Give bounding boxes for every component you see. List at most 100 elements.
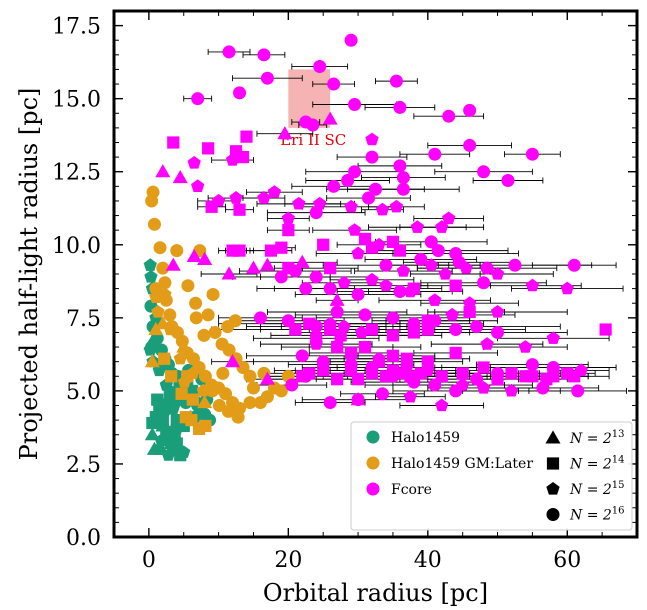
data-point-fcore	[470, 372, 484, 386]
data-point-fcore	[456, 367, 469, 380]
data-point-fcore	[442, 109, 456, 123]
data-point-fcore	[491, 366, 505, 380]
data-point-fcore	[233, 203, 246, 216]
data-point-halo1459	[143, 258, 157, 271]
data-point-fcore	[428, 293, 442, 306]
data-point-halo1459-gm-later	[165, 370, 178, 383]
data-point-fcore	[421, 323, 434, 336]
data-point-fcore	[309, 320, 323, 334]
data-point-halo1459	[154, 433, 169, 447]
data-point-fcore	[424, 235, 438, 249]
data-point-fcore	[245, 260, 261, 274]
data-point-fcore	[327, 77, 341, 91]
data-point-halo1459-gm-later	[246, 381, 260, 395]
data-point-fcore	[337, 275, 351, 289]
data-point-fcore	[567, 258, 581, 272]
data-point-fcore	[309, 206, 323, 220]
data-point-halo1459-gm-later	[148, 321, 164, 336]
x-tick-label: 20	[274, 548, 302, 573]
data-point-halo1459-gm-later	[153, 241, 167, 255]
data-point-halo1459-gm-later	[189, 296, 203, 310]
legend-entry-marker: N = 214	[546, 455, 625, 473]
data-point-fcore	[518, 340, 533, 353]
y-axis-label: Projected half-light radius [pc]	[15, 88, 43, 461]
y-tick-label: 5.0	[66, 380, 101, 405]
data-point-fcore	[477, 361, 490, 374]
data-point-halo1459-gm-later	[177, 375, 192, 388]
data-point-fcore	[546, 331, 560, 344]
data-point-halo1459-gm-later	[212, 398, 226, 412]
data-point-halo1459-gm-later	[197, 328, 211, 342]
data-point-fcore	[480, 337, 494, 350]
data-point-fcore	[274, 270, 288, 284]
data-point-fcore	[403, 389, 417, 403]
data-point-fcore	[197, 251, 213, 265]
data-point-fcore	[560, 281, 574, 295]
data-points	[143, 33, 612, 462]
data-point-fcore	[226, 244, 239, 257]
legend-label: Halo1459	[391, 430, 460, 446]
data-point-fcore	[358, 232, 372, 246]
data-point-halo1459-gm-later	[175, 334, 189, 348]
data-point-fcore	[372, 351, 386, 365]
data-point-halo1459-gm-later	[145, 194, 159, 208]
data-point-halo1459-gm-later	[228, 314, 242, 328]
data-point-fcore	[282, 224, 295, 237]
data-point-halo1459	[161, 448, 176, 461]
data-point-fcore	[281, 211, 295, 225]
legend-frame	[350, 421, 633, 531]
y-tick-label: 12.5	[52, 161, 101, 186]
legend-marker-pentagon	[546, 482, 560, 495]
data-point-fcore	[205, 200, 218, 213]
data-point-halo1459-gm-later	[260, 390, 274, 404]
data-point-fcore	[396, 182, 410, 196]
data-point-fcore	[428, 378, 442, 392]
data-point-fcore	[329, 292, 345, 306]
data-point-fcore	[372, 237, 386, 251]
data-point-fcore	[428, 147, 442, 161]
data-point-halo1459	[144, 427, 160, 441]
data-point-fcore	[393, 100, 407, 114]
data-point-fcore	[375, 202, 390, 216]
data-point-fcore	[337, 319, 351, 333]
data-point-fcore	[452, 255, 466, 269]
legend-marker-label: N = 216	[569, 506, 625, 524]
data-point-fcore	[330, 305, 344, 319]
data-point-fcore	[260, 71, 274, 85]
data-point-halo1459-gm-later	[158, 352, 171, 365]
data-point-fcore	[191, 179, 205, 192]
data-point-fcore	[389, 199, 404, 213]
data-point-fcore	[294, 254, 310, 268]
data-point-fcore	[396, 171, 410, 185]
data-point-fcore	[299, 369, 313, 383]
data-point-fcore	[236, 151, 250, 164]
data-point-halo1459-gm-later	[175, 387, 188, 400]
data-point-fcore	[546, 361, 560, 375]
data-point-fcore	[267, 185, 282, 198]
legend-entry-color: Halo1459	[366, 430, 460, 446]
data-point-fcore	[187, 156, 201, 169]
data-point-fcore	[386, 349, 400, 362]
data-point-fcore	[257, 191, 271, 204]
data-point-halo1459-gm-later	[221, 404, 235, 418]
data-point-fcore	[393, 285, 407, 299]
data-point-fcore	[317, 238, 330, 251]
data-point-fcore	[463, 296, 477, 309]
y-tick-label: 15.0	[52, 88, 101, 113]
data-point-halo1459-gm-later	[151, 305, 165, 318]
data-point-fcore	[477, 165, 491, 179]
data-point-halo1459-gm-later	[144, 354, 160, 368]
data-point-fcore	[421, 363, 435, 377]
data-point-fcore	[285, 378, 299, 392]
data-point-fcore	[470, 320, 484, 334]
data-point-fcore	[257, 48, 271, 62]
legend-marker-triangle	[545, 430, 561, 444]
data-point-fcore	[253, 311, 267, 325]
data-point-fcore	[449, 384, 463, 398]
data-point-fcore	[525, 358, 539, 372]
data-point-fcore	[574, 363, 588, 377]
data-point-fcore	[431, 244, 445, 258]
data-point-halo1459-gm-later	[201, 308, 215, 322]
data-point-fcore	[445, 307, 459, 321]
data-point-fcore	[292, 196, 306, 210]
